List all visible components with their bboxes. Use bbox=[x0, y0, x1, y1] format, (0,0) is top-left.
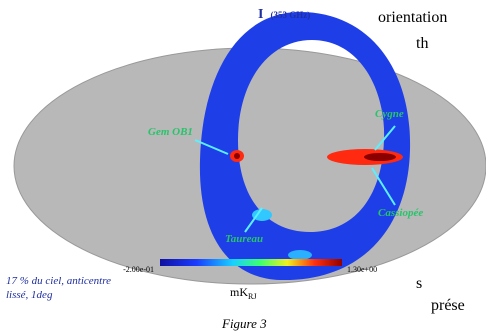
body-text: prése bbox=[431, 297, 465, 314]
region-label: Taureau bbox=[225, 233, 263, 245]
colorbar-min: -2.00e-01 bbox=[123, 265, 154, 274]
colorbar bbox=[160, 259, 342, 266]
region-label: Cygne bbox=[375, 108, 404, 120]
region-label: Cassiopée bbox=[378, 207, 423, 219]
figure: Gem OB1 Cygne Cassiopée Taureau I (353 G… bbox=[0, 0, 486, 332]
region-label: Gem OB1 bbox=[148, 126, 193, 138]
map-title: I (353 GHz) bbox=[258, 5, 310, 22]
colorbar-unit: mKRJ bbox=[230, 285, 256, 301]
page: Gem OB1 Cygne Cassiopée Taureau I (353 G… bbox=[0, 0, 486, 332]
caption: 17 % du ciel, anticentre bbox=[6, 275, 111, 287]
colorbar-max: 1.30e+00 bbox=[347, 265, 377, 274]
figure-label: Figure 3 bbox=[221, 316, 267, 331]
body-text: orientation bbox=[378, 9, 447, 26]
body-text: th bbox=[416, 35, 428, 52]
caption: lissé, 1deg bbox=[6, 289, 53, 301]
body-text: s bbox=[416, 275, 422, 292]
